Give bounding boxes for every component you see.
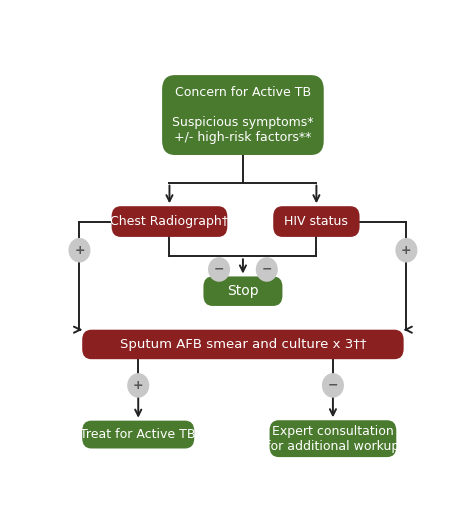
Circle shape [322, 373, 344, 398]
Circle shape [68, 238, 91, 262]
FancyBboxPatch shape [82, 330, 404, 359]
FancyBboxPatch shape [82, 421, 194, 448]
Text: +: + [74, 244, 85, 257]
Text: +: + [133, 379, 144, 392]
Text: +: + [401, 244, 412, 257]
Text: HIV status: HIV status [284, 215, 348, 228]
FancyBboxPatch shape [270, 420, 396, 457]
FancyBboxPatch shape [162, 75, 324, 155]
Circle shape [256, 257, 278, 282]
Circle shape [208, 257, 230, 282]
Text: Concern for Active TB

Suspicious symptoms*
+/- high-risk factors**: Concern for Active TB Suspicious symptom… [172, 86, 314, 144]
FancyBboxPatch shape [203, 277, 283, 306]
Text: −: − [262, 263, 272, 276]
Text: −: − [214, 263, 224, 276]
Circle shape [127, 373, 149, 398]
Text: Chest Radiograph†: Chest Radiograph† [110, 215, 228, 228]
FancyBboxPatch shape [111, 206, 228, 237]
Text: −: − [328, 379, 338, 392]
Text: Stop: Stop [227, 284, 259, 298]
FancyBboxPatch shape [273, 206, 360, 237]
Text: Treat for Active TB: Treat for Active TB [81, 428, 196, 441]
Circle shape [395, 238, 418, 262]
Text: Sputum AFB smear and culture x 3††: Sputum AFB smear and culture x 3†† [119, 338, 366, 351]
Text: Expert consultation
for additional workup: Expert consultation for additional worku… [266, 425, 400, 453]
